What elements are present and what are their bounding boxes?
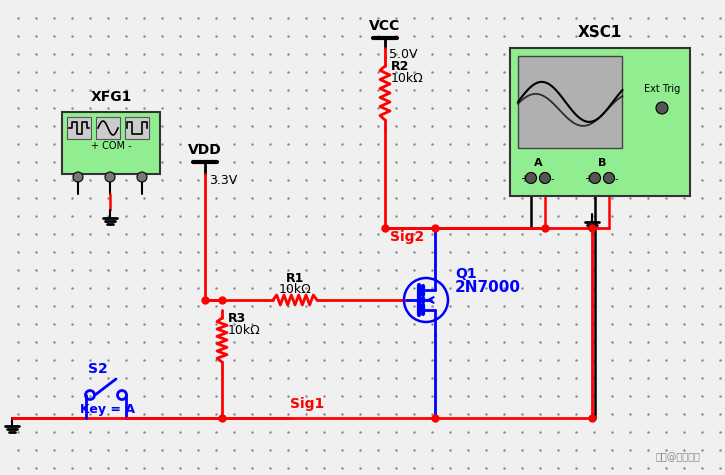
Text: 3.3V: 3.3V [209, 174, 237, 187]
Text: Sig2: Sig2 [390, 230, 424, 244]
Bar [67, 117, 91, 139]
Text: 5.0V: 5.0V [389, 48, 418, 61]
Bar [96, 117, 120, 139]
Circle shape [73, 172, 83, 182]
Circle shape [589, 172, 600, 183]
Text: + COM -: + COM - [91, 141, 131, 151]
Text: 10kΩ: 10kΩ [278, 283, 311, 296]
Text: VDD: VDD [188, 143, 222, 157]
Text: XFG1: XFG1 [91, 90, 132, 104]
Text: 10kΩ: 10kΩ [391, 72, 423, 85]
Text: Sig1: Sig1 [290, 397, 324, 411]
Bar [518, 56, 622, 148]
Text: Key = A: Key = A [80, 403, 135, 416]
Text: R2: R2 [391, 60, 410, 73]
Bar [510, 48, 690, 196]
Circle shape [137, 172, 147, 182]
Text: 10kΩ: 10kΩ [228, 324, 261, 337]
Text: +: + [520, 174, 528, 184]
Circle shape [526, 172, 536, 183]
Text: R1: R1 [286, 272, 304, 285]
Circle shape [603, 172, 615, 183]
Text: A: A [534, 158, 542, 168]
Text: S2: S2 [88, 362, 108, 376]
Text: XSC1: XSC1 [578, 25, 622, 40]
Text: Ext Trig: Ext Trig [644, 84, 680, 94]
Text: Q1: Q1 [455, 267, 476, 281]
Text: +: + [584, 174, 592, 184]
Bar [62, 112, 160, 174]
Text: R3: R3 [228, 312, 247, 325]
Text: -: - [550, 174, 554, 184]
Circle shape [539, 172, 550, 183]
Text: 2N7000: 2N7000 [455, 280, 521, 295]
Text: -: - [614, 174, 618, 184]
Bar [125, 117, 149, 139]
Circle shape [656, 102, 668, 114]
Text: 头条@心间资讯: 头条@心间资讯 [655, 452, 700, 462]
Text: B: B [598, 158, 606, 168]
Circle shape [105, 172, 115, 182]
Text: VCC: VCC [369, 19, 401, 33]
